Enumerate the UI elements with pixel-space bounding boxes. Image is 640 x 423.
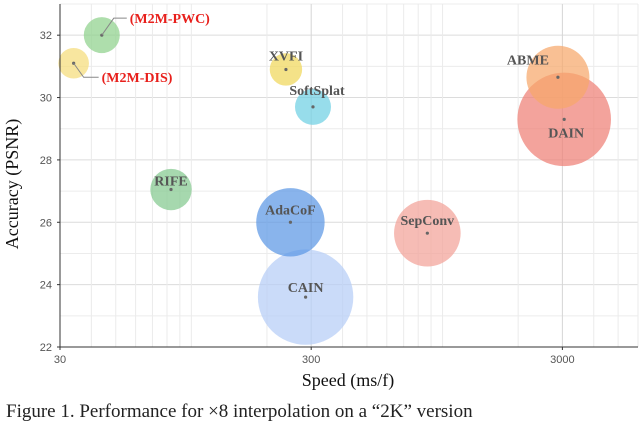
axis-layer: 22 24 26 28 30 32 30 300 3000 [40, 4, 638, 366]
leader-layer [73, 17, 127, 78]
point-dot-dain [562, 117, 566, 121]
x-tick-label: 30 [54, 354, 66, 366]
point-label-m2m-dis: (M2M-DIS) [102, 71, 173, 86]
y-tick-label: 28 [40, 155, 52, 167]
y-tick-label: 32 [40, 30, 52, 42]
x-tick-label: 3000 [550, 354, 574, 366]
point-label-xvfi: XVFI [269, 49, 303, 64]
point-label-softsplat: SoftSplat [289, 84, 345, 99]
y-tick-label: 24 [40, 280, 52, 292]
leader-line-m2m-dis [73, 62, 99, 78]
point-dot-adacof [288, 220, 293, 224]
point-dot-softsplat [311, 105, 315, 109]
point-label-abme: ABME [507, 53, 549, 68]
point-label-m2m-pwc: (M2M-PWC) [130, 12, 210, 27]
point-label-cain: CAIN [288, 281, 324, 296]
point-label-rife: RIFE [154, 175, 187, 190]
point-dot-abme [556, 75, 560, 79]
y-tick-label: 26 [40, 217, 52, 229]
leader-line-m2m-pwc [101, 17, 127, 36]
y-tick-label: 30 [40, 93, 52, 105]
point-label-adacof: AdaCoF [265, 203, 316, 218]
x-axis-label: Speed (ms/f) [302, 370, 394, 391]
label-layer: (M2M-PWC) (M2M-DIS) XVFI SoftSplat ABME DAIN R… [102, 12, 584, 296]
y-tick-label: 22 [40, 342, 52, 354]
point-label-sepconv: SepConv [400, 214, 454, 229]
point-dot-xvfi [284, 67, 288, 72]
y-axis-label: Accuracy (PSNR) [2, 119, 23, 249]
point-label-dain: DAIN [548, 126, 584, 141]
point-dot-rife [169, 187, 173, 192]
point-dot-sepconv [425, 231, 429, 235]
figure-caption: Figure 1. Performance for ×8 interpolati… [6, 401, 473, 422]
point-dot-cain [303, 295, 308, 299]
x-tick-label: 300 [302, 354, 320, 366]
